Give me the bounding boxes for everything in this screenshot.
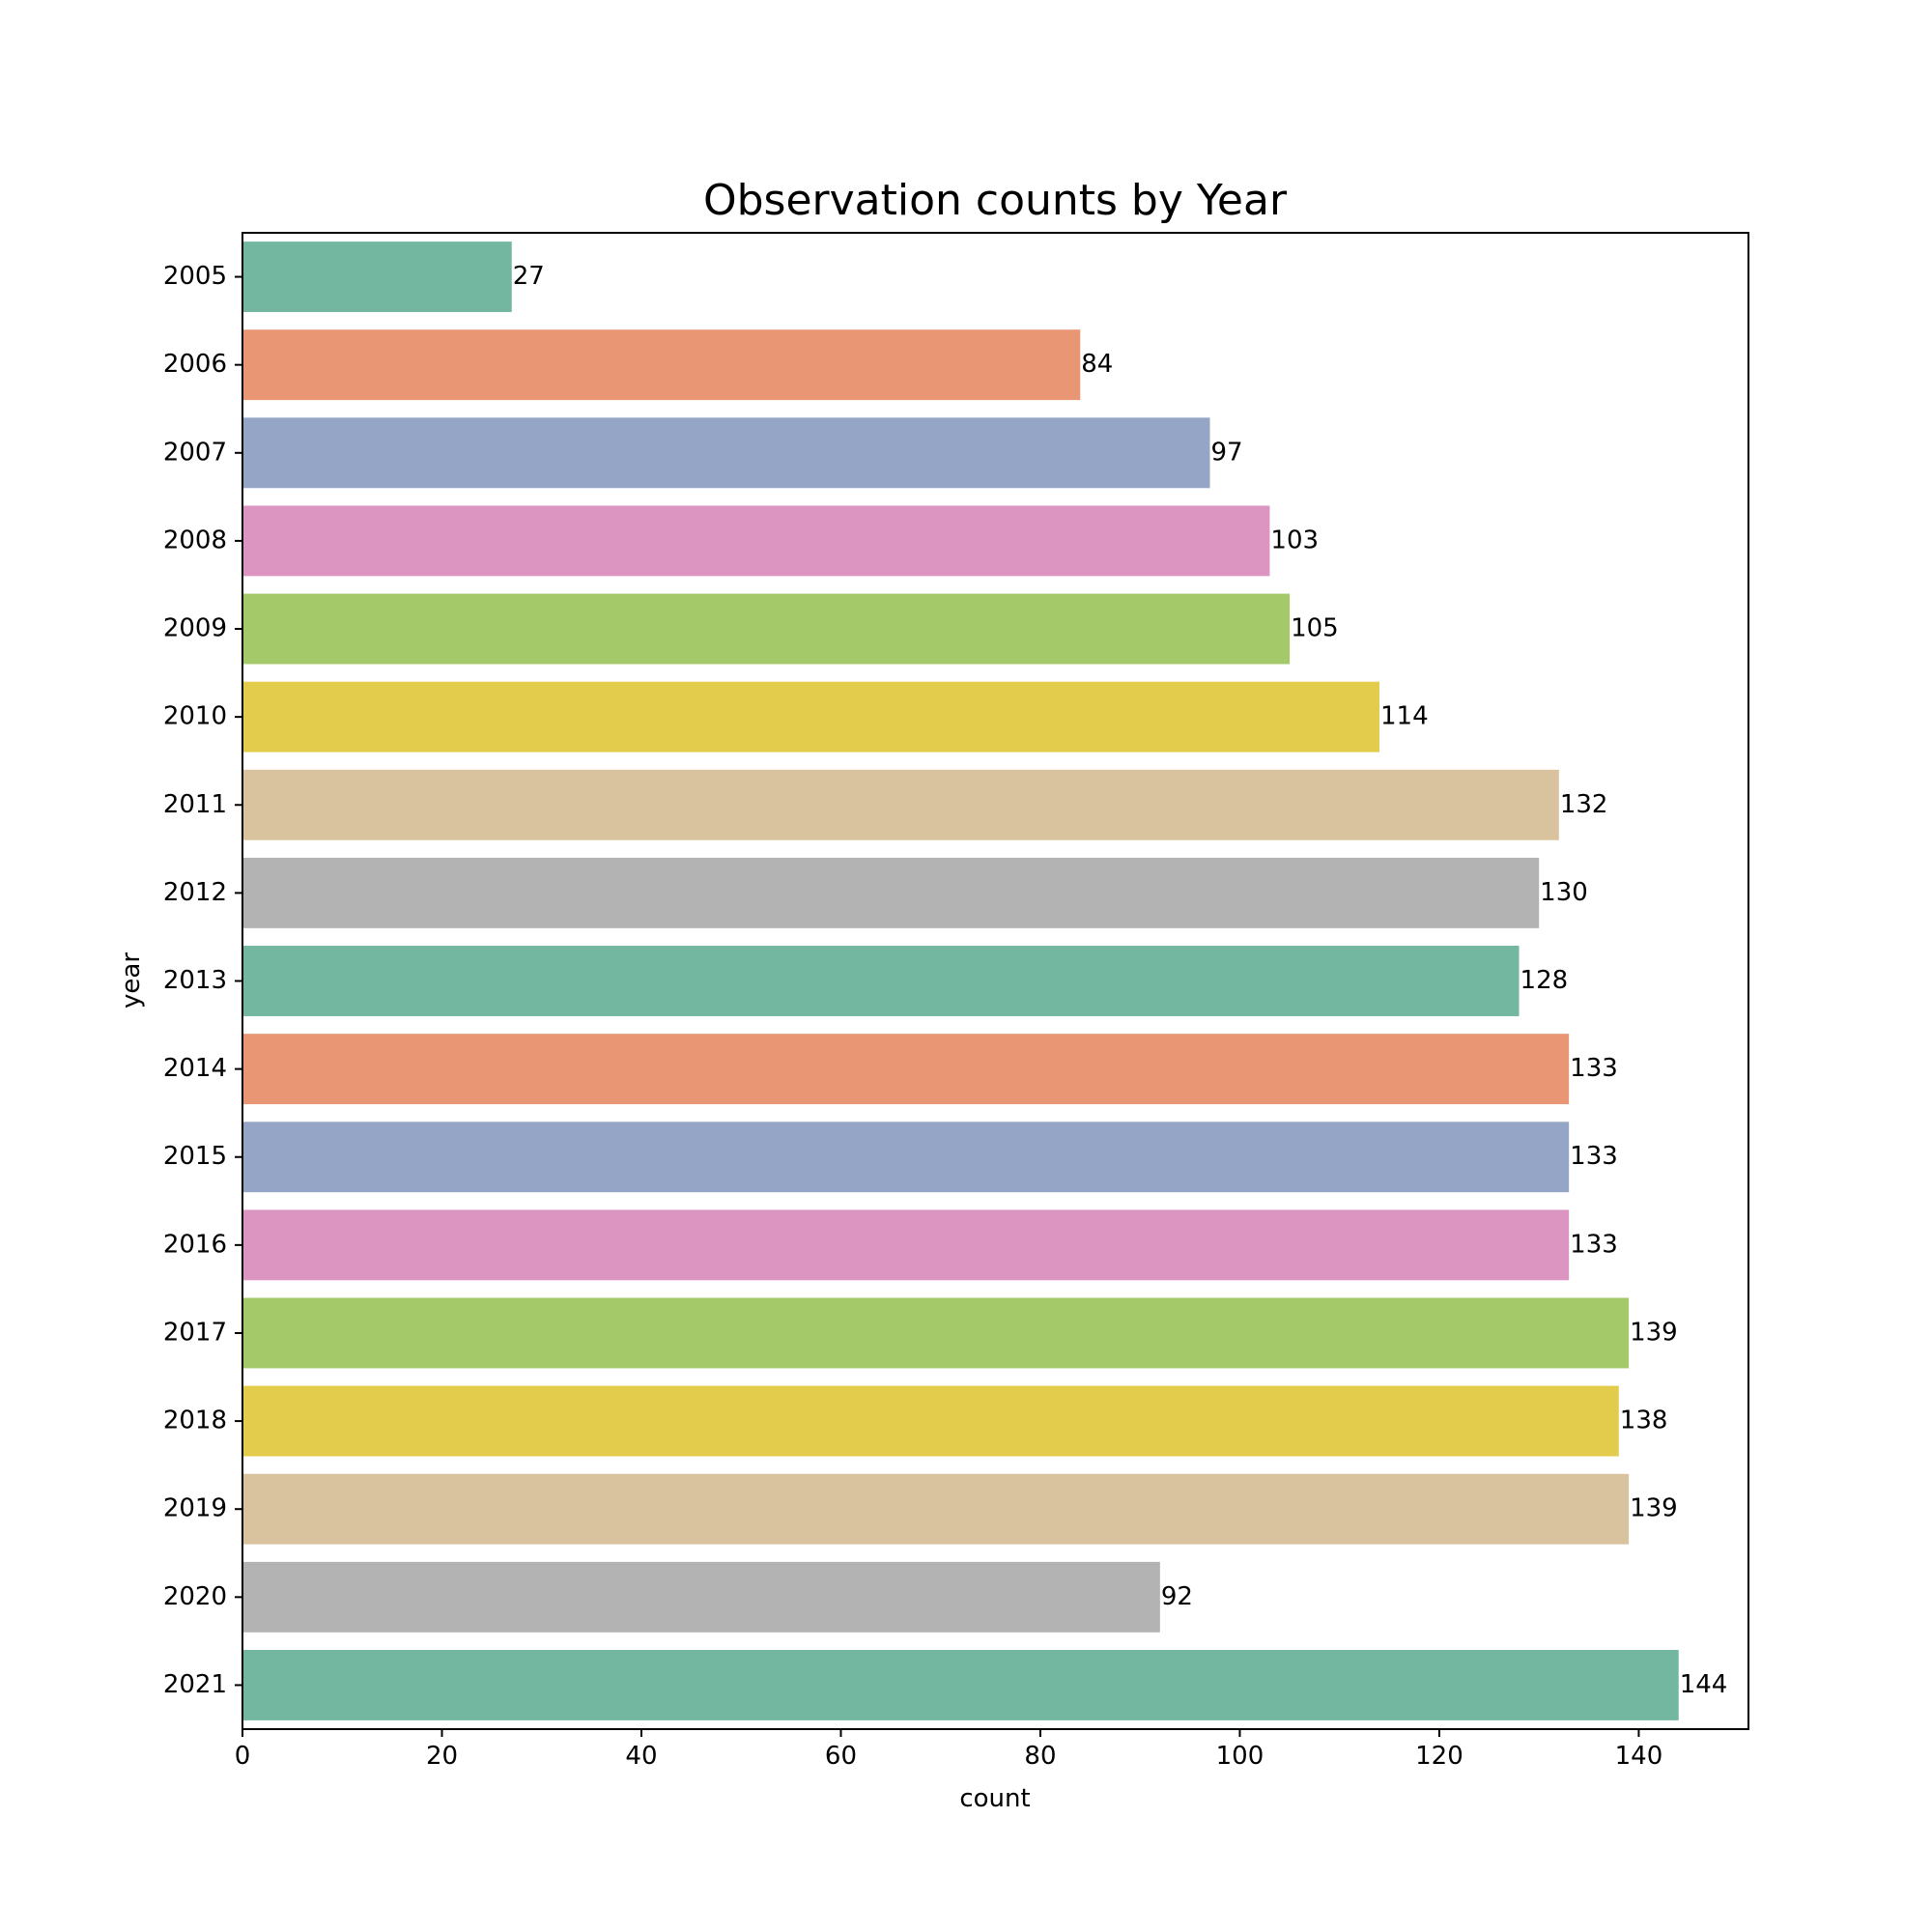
bar-2021: [242, 1649, 1679, 1720]
bar-2018: [242, 1385, 1619, 1457]
bar-2020: [242, 1561, 1160, 1633]
plot-frame: [242, 232, 1749, 1730]
x-axis: 0 20 40 60 80 100 120 140: [235, 1729, 1663, 1771]
data-label-2015: 133: [1570, 1142, 1618, 1171]
y-tick-label-2008: 2008: [163, 526, 227, 554]
y-tick-label-2021: 2021: [163, 1670, 227, 1699]
x-tick-label-100: 100: [1216, 1742, 1264, 1771]
x-tick-label-40: 40: [625, 1742, 657, 1771]
bar-2015: [242, 1122, 1570, 1193]
data-label-2011: 132: [1560, 790, 1608, 819]
x-tick-label-80: 80: [1024, 1742, 1056, 1771]
data-label-2020: 92: [1161, 1582, 1193, 1611]
chart-title: Observation counts by Year: [703, 176, 1288, 225]
data-label-2007: 97: [1210, 438, 1242, 467]
y-tick-label-2005: 2005: [163, 262, 227, 291]
bar-2017: [242, 1297, 1630, 1369]
y-tick-label-2012: 2012: [163, 878, 227, 907]
data-label-2005: 27: [513, 262, 545, 291]
bar-2010: [242, 681, 1379, 753]
bar-2016: [242, 1209, 1570, 1281]
bar-2009: [242, 593, 1291, 665]
bar-2019: [242, 1473, 1630, 1545]
bar-2011: [242, 769, 1559, 840]
data-label-2008: 103: [1270, 526, 1319, 554]
data-label-2019: 139: [1630, 1494, 1678, 1523]
y-tick-label-2013: 2013: [163, 966, 227, 995]
data-labels-layer: 27 84 97 103 105 114 132 130 128 133 133 133 139 138 1…: [513, 262, 1728, 1699]
y-tick-label-2015: 2015: [163, 1142, 227, 1171]
x-tick-label-20: 20: [426, 1742, 458, 1771]
data-label-2016: 133: [1570, 1230, 1618, 1259]
y-tick-label-2011: 2011: [163, 790, 227, 819]
y-tick-label-2014: 2014: [163, 1054, 227, 1083]
y-tick-label-2007: 2007: [163, 438, 227, 467]
data-label-2018: 138: [1620, 1406, 1668, 1435]
y-axis: 2005 2006 2007 2008 2009 2010 2011 2012 2013 2014…: [163, 262, 242, 1699]
x-tick-label-0: 0: [235, 1742, 251, 1771]
data-label-2009: 105: [1291, 614, 1339, 643]
x-tick-label-60: 60: [825, 1742, 857, 1771]
bar-2006: [242, 329, 1081, 401]
y-tick-label-2017: 2017: [163, 1318, 227, 1347]
data-label-2013: 128: [1520, 966, 1569, 995]
y-tick-label-2018: 2018: [163, 1406, 227, 1435]
data-label-2010: 114: [1380, 702, 1429, 731]
y-tick-label-2016: 2016: [163, 1230, 227, 1259]
bar-2013: [242, 946, 1520, 1016]
y-tick-label-2020: 2020: [163, 1582, 227, 1611]
x-tick-label-140: 140: [1615, 1742, 1663, 1771]
data-label-2012: 130: [1540, 878, 1588, 907]
y-tick-label-2006: 2006: [163, 350, 227, 379]
x-axis-label: count: [959, 1784, 1030, 1813]
y-tick-label-2009: 2009: [163, 614, 227, 643]
bar-2008: [242, 505, 1270, 577]
data-label-2017: 139: [1630, 1318, 1678, 1347]
bar-2012: [242, 857, 1540, 928]
data-label-2014: 133: [1570, 1054, 1618, 1083]
bar-2014: [242, 1034, 1570, 1105]
x-tick-label-120: 120: [1415, 1742, 1463, 1771]
bar-2007: [242, 417, 1210, 489]
y-tick-label-2010: 2010: [163, 702, 227, 731]
data-label-2021: 144: [1680, 1670, 1728, 1699]
data-label-2006: 84: [1081, 350, 1113, 379]
bars-layer: [242, 242, 1679, 1720]
bar-2005: [242, 242, 512, 313]
y-tick-label-2019: 2019: [163, 1494, 227, 1523]
y-axis-label: year: [117, 952, 146, 1009]
